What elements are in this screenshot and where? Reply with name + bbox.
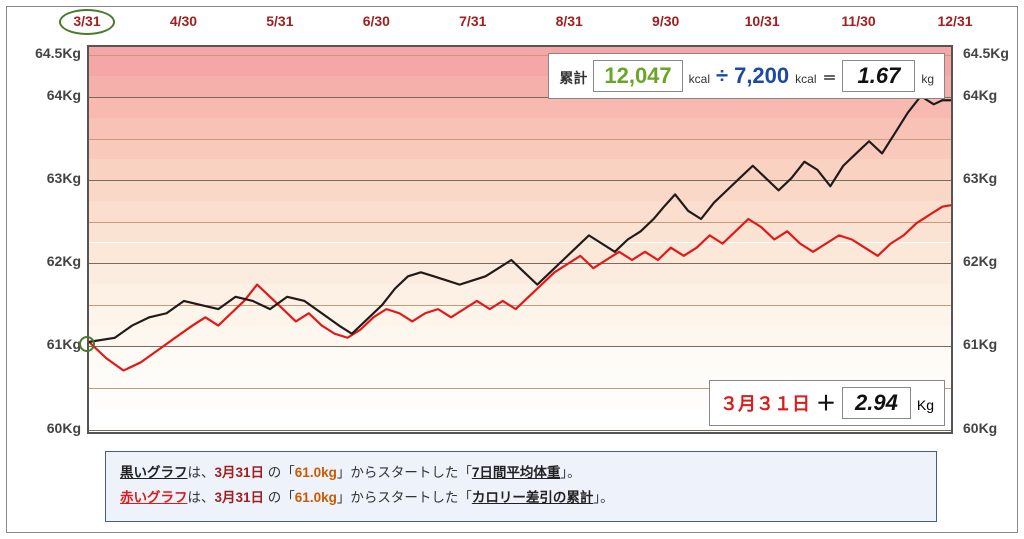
legend-box: 黒いグラフは、3月31日 の「61.0kg」からスタートした「7日間平均体重」。… <box>105 451 937 522</box>
series-line <box>89 205 951 370</box>
delta-date: ３月３１日 <box>720 390 810 416</box>
date-tick: 7/31 <box>459 13 486 29</box>
divide-op: ÷ <box>716 63 728 89</box>
y-tick-label-left: 61Kg <box>19 336 81 352</box>
date-tick: 3/31 <box>73 13 100 29</box>
y-tick-label-right: 61Kg <box>963 336 997 352</box>
legend-red-name: 赤いグラフ <box>120 490 188 505</box>
legend-line-black: 黒いグラフは、3月31日 の「61.0kg」からスタートした「7日間平均体重」。 <box>120 460 922 486</box>
y-tick-label-left: 60Kg <box>19 420 81 436</box>
y-tick-label-left: 63Kg <box>19 170 81 186</box>
y-tick-label-right: 62Kg <box>963 253 997 269</box>
date-tick: 5/31 <box>266 13 293 29</box>
kg-delta-value: 1.67 <box>842 60 915 92</box>
kg-unit: kg <box>921 72 934 86</box>
date-tick: 6/30 <box>363 13 390 29</box>
equals-op: ＝ <box>822 68 836 88</box>
y-tick-label-right: 64Kg <box>963 87 997 103</box>
kcal-total-value: 12,047 <box>593 60 682 92</box>
delta-value: 2.94 <box>842 387 911 419</box>
y-tick-label-right: 60Kg <box>963 420 997 436</box>
kcal-total-label: 累計 <box>559 68 587 88</box>
y-tick-label-left: 62Kg <box>19 253 81 269</box>
kcal-unit-2: kcal <box>795 72 816 86</box>
legend-black-name: 黒いグラフ <box>120 465 188 480</box>
y-tick-label-right: 63Kg <box>963 170 997 186</box>
legend-line-red: 赤いグラフは、3月31日 の「61.0kg」からスタートした「カロリー差引の累計… <box>120 485 922 511</box>
date-tick: 11/30 <box>841 13 875 29</box>
chart-lines-svg <box>89 47 951 432</box>
delta-summary-box: ３月３１日 ＋ 2.94 Kg <box>709 380 945 426</box>
date-tick: 4/30 <box>170 13 197 29</box>
date-tick: 10/31 <box>745 13 780 29</box>
weight-chart-frame: 3/31 4/30 5/31 6/30 7/31 8/31 9/30 10/31 11/30 12… <box>6 6 1018 533</box>
plus-op: ＋ <box>816 387 836 416</box>
y-tick-label-left: 64Kg <box>19 87 81 103</box>
date-tick: 9/30 <box>652 13 679 29</box>
date-tick: 12/31 <box>937 13 972 29</box>
plot-area <box>87 45 953 434</box>
kcal-per-kg: 7,200 <box>734 63 789 89</box>
y-tick-label-left: 64.5Kg <box>19 45 81 61</box>
y-tick-label-right: 64.5Kg <box>963 45 1009 61</box>
date-tick: 8/31 <box>556 13 583 29</box>
x-axis-dates: 3/314/305/316/307/318/319/3010/3111/3012… <box>87 13 983 39</box>
kcal-unit: kcal <box>689 72 710 86</box>
delta-unit: Kg <box>917 397 934 413</box>
kcal-summary-box: 累計 12,047 kcal ÷ 7,200 kcal ＝ 1.67 kg <box>548 53 945 99</box>
start-marker-ring <box>79 336 95 352</box>
